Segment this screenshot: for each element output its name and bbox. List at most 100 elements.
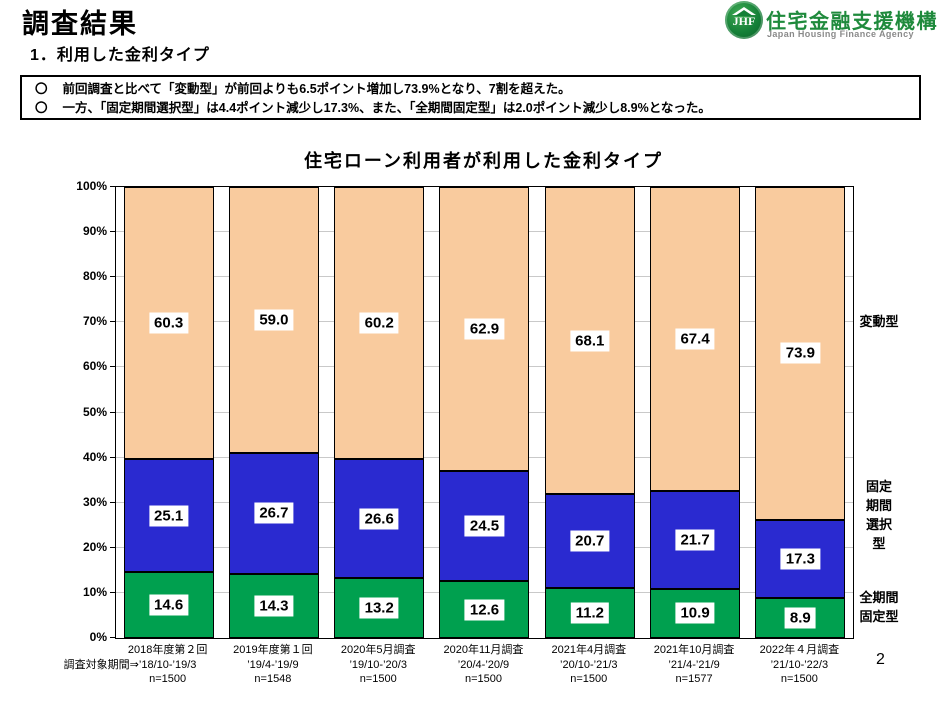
y-axis-tick — [110, 591, 116, 593]
y-tick-label: 20% — [82, 539, 107, 554]
legend-label-full-term-fixed: 全期間 固定型 — [859, 590, 899, 624]
chart-title: 住宅ローン利用者が利用した金利タイプ — [303, 151, 664, 171]
bar-value-label: 13.2 — [359, 597, 399, 619]
x-axis-labels: 2018年度第２回調査対象期間⇒ ’18/10-’19/3 n=1500 2019年度… — [63, 643, 852, 693]
logo-monogram: JHF — [732, 14, 756, 28]
bar-value-label: 14.6 — [149, 594, 189, 616]
x-label-2: 2020年5月調査 ’19/10-’20/3 n=1500 — [326, 643, 431, 687]
bar-value-label: 26.6 — [359, 508, 399, 529]
jhf-logo-icon: JHF — [725, 1, 763, 39]
y-axis-tick — [110, 186, 116, 187]
x-label-name: 2018年度第２回 — [127, 644, 208, 656]
x-label-period: ’19/4-’19/9 — [247, 658, 299, 671]
section-title: 1．利用した金利タイプ — [30, 47, 210, 64]
x-label-period: ’21/10-’22/3 — [770, 658, 829, 671]
x-label-name: 2020年11月調査 — [443, 644, 524, 656]
x-label-3: 2020年11月調査 ’20/4-’20/9 n=1500 — [431, 643, 536, 687]
bar-value-label: 60.3 — [149, 312, 189, 334]
bar-value-label: 59.0 — [254, 309, 294, 331]
x-label-name: 2019年度第１回 — [233, 644, 313, 656]
bar-value-label: 62.9 — [464, 318, 505, 340]
summary-text: 一方、「固定期間選択型」は4.4ポイント減少し17.3%、また、「全期間固定型」… — [62, 101, 711, 115]
summary-bullet: 〇 前回調査と比べて「変動型」が前回よりも6.5ポイント増加し73.9%となり、… — [35, 80, 913, 99]
bar-value-label: 26.7 — [254, 502, 294, 524]
x-label-sample-size: n=1500 — [780, 673, 818, 685]
x-label-name: 2021年4月調査 — [551, 644, 627, 656]
summary-text: 前回調査と比べて「変動型」が前回よりも6.5ポイント増加し73.9%となり、7割… — [62, 82, 571, 96]
bar-value-label: 20.7 — [570, 530, 610, 552]
y-tick-label: 0% — [89, 630, 107, 644]
bar-value-label: 17.3 — [780, 548, 820, 570]
x-label-period: ’20/10-’21/3 — [560, 658, 618, 671]
x-label-period: ’20/4-’20/9 — [457, 658, 510, 671]
bar-segment-full-term-fixed — [544, 587, 635, 638]
bar-column-5: 10.9 21.7 67.4 — [642, 187, 747, 638]
x-label-name: 2020年5月調査 — [340, 644, 416, 656]
bar-value-label: 8.9 — [784, 607, 816, 629]
bar-column-4: 11.2 20.7 68.1 — [537, 187, 642, 638]
logo-name-jp: 住宅金融支援機構 — [766, 11, 938, 33]
bar-column-1: 14.3 26.7 59.0 — [221, 187, 326, 638]
x-label-period: 調査対象期間⇒ ’18/10-’19/3 — [63, 658, 197, 671]
bullet-circle-icon: 〇 — [35, 82, 48, 96]
bar-segment-fixed-period-selection — [228, 453, 319, 574]
x-label-sample-size: n=1577 — [675, 673, 713, 685]
y-axis-tick — [110, 501, 116, 503]
logo-name-en: Japan Housing Finance Agency — [767, 29, 914, 39]
bar-value-label: 67.4 — [675, 328, 715, 350]
y-axis-tick — [110, 546, 116, 548]
house-roof-inner-icon — [735, 10, 753, 16]
bar-column-3: 12.6 24.5 62.9 — [432, 187, 537, 638]
bar-value-label: 21.7 — [675, 529, 715, 551]
x-label-5: 2021年10月調査 ’21/4-’21/9 n=1577 — [641, 643, 746, 687]
legend-label-fixed-period-selection: 固定 期間 選択 型 — [865, 479, 892, 551]
y-axis-tick — [110, 411, 116, 413]
y-tick-label: 40% — [82, 449, 107, 464]
legend-label-variable-rate: 変動型 — [859, 314, 899, 329]
x-label-name: 2021年10月調査 — [653, 644, 735, 656]
y-tick-label: 50% — [82, 404, 107, 419]
bullet-circle-icon: 〇 — [35, 101, 48, 115]
bar-value-label: 10.9 — [675, 602, 715, 624]
y-tick-label: 100% — [76, 179, 107, 193]
x-label-sample-size: n=1500 — [359, 673, 397, 685]
summary-bullet: 〇 一方、「固定期間選択型」は4.4ポイント減少し17.3%、また、「全期間固定… — [35, 99, 913, 118]
survey-period-prefix: 調査対象期間⇒ — [63, 658, 139, 671]
x-label-name: 2022年４月調査 — [759, 644, 840, 656]
y-tick-label: 80% — [82, 269, 107, 284]
bar-value-label: 68.1 — [570, 330, 610, 352]
page-number: 2 — [876, 651, 885, 668]
bar-value-label: 60.2 — [359, 312, 399, 334]
y-axis-tick — [110, 366, 116, 368]
y-axis-tick — [110, 231, 116, 233]
plot-area: 14.6 25.1 60.3 14.3 26.7 59.0 13.2 26.6 60.2 12.6… — [110, 186, 854, 639]
bar-value-label: 11.2 — [570, 602, 609, 624]
y-tick-label: 30% — [82, 494, 107, 509]
y-axis-tick — [110, 276, 116, 278]
bar-column-2: 13.2 26.6 60.2 — [327, 187, 432, 638]
page-title: 調査結果 — [22, 9, 138, 39]
y-tick-label: 90% — [82, 224, 107, 239]
y-tick-label: 10% — [82, 584, 107, 599]
y-axis-tick — [110, 637, 116, 638]
y-axis-tick — [110, 321, 116, 323]
bar-column-6: 8.9 17.3 73.9 — [748, 186, 853, 638]
x-label-4: 2021年4月調査 ’20/10-’21/3 n=1500 — [536, 643, 641, 687]
x-label-sample-size: n=1500 — [149, 673, 187, 685]
x-label-period: ’19/10-’20/3 — [349, 658, 407, 671]
bar-value-label: 73.9 — [780, 342, 820, 364]
y-axis-tick — [110, 456, 116, 458]
x-label-sample-size: n=1500 — [464, 673, 502, 685]
bar-column-0: 14.6 25.1 60.3 — [116, 187, 221, 638]
y-tick-label: 70% — [82, 314, 107, 329]
y-tick-label: 60% — [82, 359, 107, 374]
x-label-1: 2019年度第１回 ’19/4-’19/9 n=1548 — [220, 643, 325, 687]
y-axis-labels: 0% 10% 20% 30% 40% 50% 60% 70% 80% 90% 100% — [55, 179, 107, 644]
bar-value-label: 24.5 — [464, 515, 505, 537]
bar-value-label: 14.3 — [254, 595, 294, 617]
x-label-sample-size: n=1500 — [570, 673, 608, 685]
summary-box: 〇 前回調査と比べて「変動型」が前回よりも6.5ポイント増加し73.9%となり、… — [20, 75, 921, 120]
bar-value-label: 25.1 — [149, 505, 189, 527]
bar-segment-full-term-fixed — [123, 572, 214, 638]
